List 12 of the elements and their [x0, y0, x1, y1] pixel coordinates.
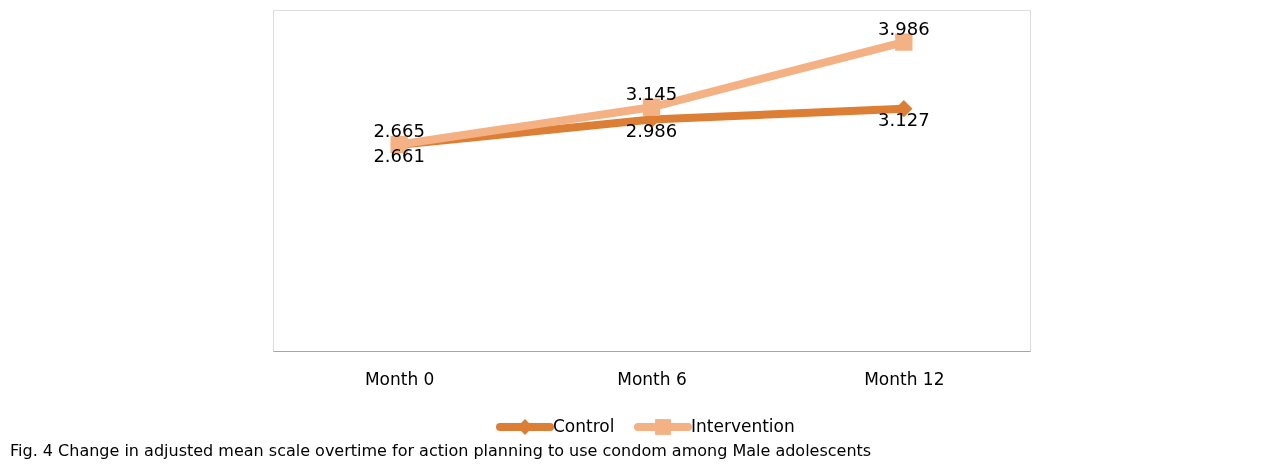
legend-label: Control — [553, 416, 615, 436]
data-label: 2.661 — [373, 144, 425, 166]
caption: Fig. 4 Change in adjusted mean scale overtime for action planning to use condom among Male adolescents — [10, 441, 872, 460]
data-label: 3.145 — [625, 83, 678, 105]
data-label: 3.986 — [878, 18, 930, 40]
x-tick-label: Month 0 — [364, 368, 435, 389]
data-label: 2.986 — [625, 119, 678, 141]
x-tick-label: Month 12 — [864, 368, 945, 389]
x-tick-label: Month 6 — [617, 368, 687, 389]
legend-label: Intervention — [691, 416, 795, 436]
data-label: 2.665 — [373, 120, 425, 142]
data-label: 3.127 — [878, 108, 930, 130]
